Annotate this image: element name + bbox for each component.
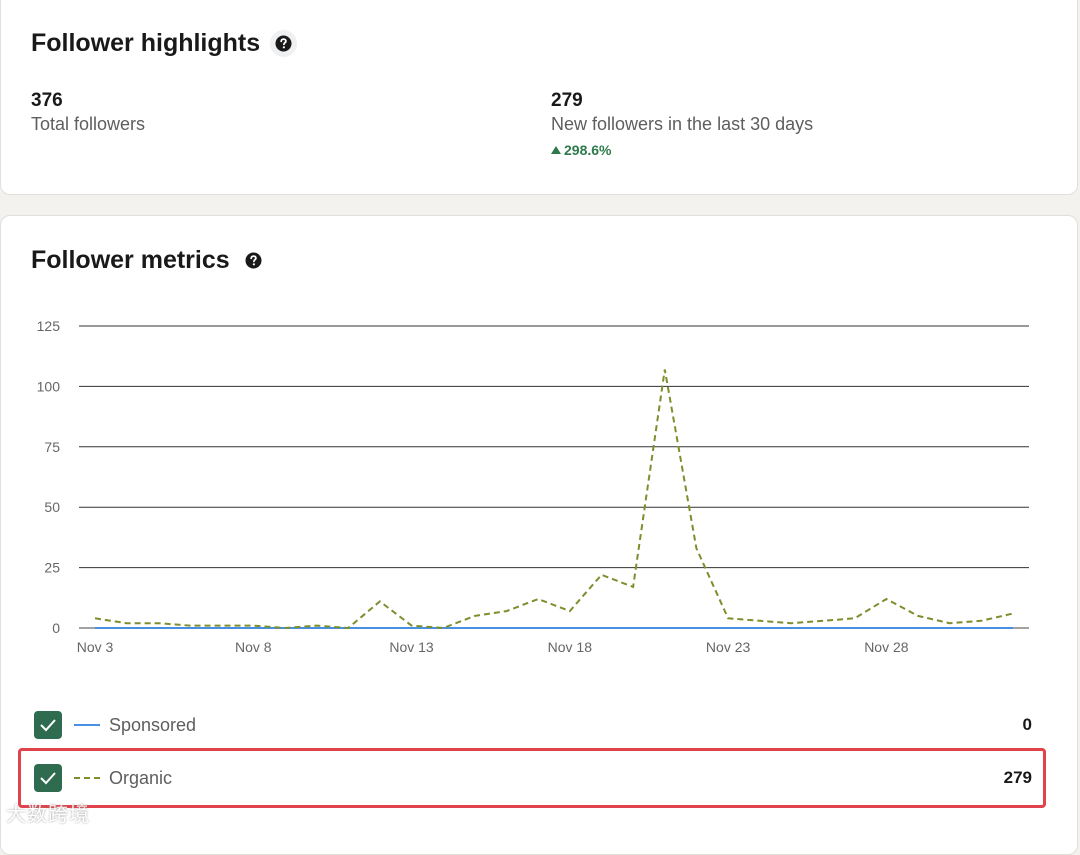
data-point-sponsored[interactable] bbox=[1009, 624, 1017, 632]
data-point-organic[interactable] bbox=[123, 619, 131, 627]
data-point-organic[interactable] bbox=[851, 614, 859, 622]
checkmark-icon bbox=[40, 719, 56, 732]
data-point-sponsored[interactable] bbox=[91, 624, 99, 632]
data-point-sponsored[interactable] bbox=[661, 624, 669, 632]
data-point-organic[interactable] bbox=[534, 595, 542, 603]
data-point-sponsored[interactable] bbox=[882, 624, 890, 632]
data-point-sponsored[interactable] bbox=[376, 624, 384, 632]
total-followers-stat: 376 Total followers bbox=[31, 90, 145, 136]
sponsored-checkbox[interactable] bbox=[34, 711, 62, 739]
data-point-sponsored[interactable] bbox=[724, 624, 732, 632]
new-followers-stat: 279 New followers in the last 30 days 29… bbox=[551, 90, 813, 158]
data-point-organic[interactable] bbox=[819, 617, 827, 625]
series-line-organic bbox=[94, 369, 1014, 630]
help-icon[interactable] bbox=[270, 30, 298, 57]
new-followers-value: 279 bbox=[551, 90, 583, 111]
data-point-organic[interactable] bbox=[724, 614, 732, 622]
data-point-organic[interactable] bbox=[281, 624, 289, 632]
data-point-sponsored[interactable] bbox=[471, 624, 479, 632]
data-point-sponsored[interactable] bbox=[914, 624, 922, 632]
data-point-organic[interactable] bbox=[629, 583, 637, 591]
data-point-organic[interactable] bbox=[661, 365, 669, 373]
x-tick-label: Nov 8 bbox=[235, 639, 272, 655]
follower-metrics-title-row: Follower metrics bbox=[31, 246, 267, 275]
organic-line-swatch bbox=[74, 777, 100, 779]
y-tick-label: 125 bbox=[37, 318, 61, 334]
data-point-organic[interactable] bbox=[503, 607, 511, 615]
new-followers-change-value: 298.6% bbox=[564, 142, 612, 158]
x-tick-label: Nov 13 bbox=[389, 639, 434, 655]
y-tick-label: 100 bbox=[37, 378, 61, 394]
data-point-sponsored[interactable] bbox=[503, 624, 511, 632]
data-point-sponsored[interactable] bbox=[819, 624, 827, 632]
total-followers-value: 376 bbox=[31, 90, 63, 111]
sponsored-value: 0 bbox=[1022, 715, 1032, 734]
data-point-organic[interactable] bbox=[882, 595, 890, 603]
data-point-organic[interactable] bbox=[914, 612, 922, 620]
data-point-organic[interactable] bbox=[439, 624, 447, 632]
x-tick-label: Nov 3 bbox=[77, 639, 114, 655]
data-point-sponsored[interactable] bbox=[566, 624, 574, 632]
follower-metrics-chart: 0 25 50 75 100 125 Nov 3 Nov 8 Nov 13 Nov 18 Nov … bbox=[37, 318, 1029, 655]
data-point-sponsored[interactable] bbox=[756, 624, 764, 632]
data-point-organic[interactable] bbox=[344, 624, 352, 632]
new-followers-label: New followers in the last 30 days bbox=[551, 114, 814, 134]
sponsored-line-swatch bbox=[74, 724, 100, 726]
organic-checkbox[interactable] bbox=[34, 764, 62, 792]
data-point-organic[interactable] bbox=[186, 622, 194, 630]
x-tick-label: Nov 23 bbox=[706, 639, 751, 655]
data-point-organic[interactable] bbox=[946, 619, 954, 627]
follower-highlights-card: Follower highlights 376 Total followers … bbox=[0, 0, 1078, 195]
data-point-organic[interactable] bbox=[376, 597, 384, 605]
data-point-organic[interactable] bbox=[154, 619, 162, 627]
y-tick-label: 50 bbox=[44, 499, 60, 515]
y-tick-label: 25 bbox=[44, 560, 60, 576]
sponsored-label: Sponsored bbox=[109, 714, 197, 735]
trend-up-icon bbox=[551, 146, 561, 154]
legend-row-organic[interactable]: Organic 279 bbox=[34, 763, 1032, 793]
total-followers-label: Total followers bbox=[31, 114, 146, 134]
x-tick-label: Nov 18 bbox=[548, 639, 593, 655]
organic-label: Organic bbox=[109, 767, 173, 788]
data-point-organic[interactable] bbox=[787, 619, 795, 627]
data-point-sponsored[interactable] bbox=[597, 624, 605, 632]
data-point-sponsored[interactable] bbox=[977, 624, 985, 632]
new-followers-change: 298.6% bbox=[551, 142, 813, 158]
data-point-organic[interactable] bbox=[977, 617, 985, 625]
data-point-sponsored[interactable] bbox=[692, 624, 700, 632]
follower-metrics-title: Follower metrics bbox=[31, 246, 230, 274]
data-point-organic[interactable] bbox=[566, 607, 574, 615]
checkmark-icon bbox=[40, 772, 56, 785]
data-point-sponsored[interactable] bbox=[851, 624, 859, 632]
watermark-text: 大数跨境 bbox=[6, 802, 90, 826]
data-point-organic[interactable] bbox=[408, 622, 416, 630]
x-tick-label: Nov 28 bbox=[864, 639, 909, 655]
y-tick-label: 75 bbox=[44, 439, 60, 455]
data-point-organic[interactable] bbox=[1009, 610, 1017, 618]
y-tick-label: 0 bbox=[52, 620, 60, 636]
data-point-sponsored[interactable] bbox=[629, 624, 637, 632]
data-point-organic[interactable] bbox=[471, 612, 479, 620]
data-point-organic[interactable] bbox=[91, 614, 99, 622]
data-point-organic[interactable] bbox=[313, 622, 321, 630]
data-point-organic[interactable] bbox=[597, 571, 605, 579]
data-point-organic[interactable] bbox=[249, 622, 257, 630]
follower-highlights-title: Follower highlights bbox=[31, 29, 261, 57]
data-point-organic[interactable] bbox=[756, 617, 764, 625]
data-point-organic[interactable] bbox=[692, 544, 700, 552]
organic-value: 279 bbox=[1003, 768, 1032, 787]
follower-highlights-title-row: Follower highlights bbox=[31, 29, 298, 58]
data-point-organic[interactable] bbox=[218, 622, 226, 630]
legend-row-sponsored[interactable]: Sponsored 0 bbox=[34, 710, 1032, 740]
help-icon[interactable] bbox=[240, 247, 267, 274]
data-point-sponsored[interactable] bbox=[534, 624, 542, 632]
